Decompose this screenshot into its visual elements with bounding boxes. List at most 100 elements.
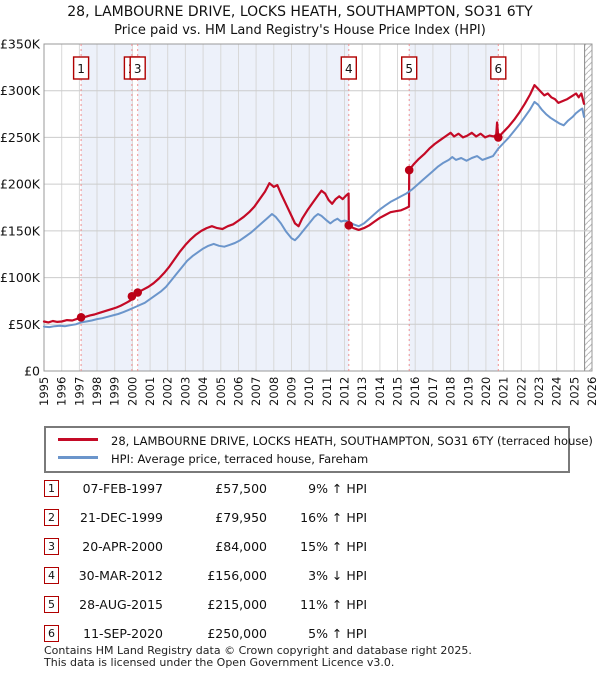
sale-marker-number: 6: [494, 62, 502, 76]
x-axis-label: 2024: [550, 377, 564, 406]
legend-label: 28, LAMBOURNE DRIVE, LOCKS HEATH, SOUTHA…: [111, 434, 593, 448]
transaction-date: 20-APR-2000: [82, 539, 163, 554]
transaction-price: £250,000: [207, 626, 267, 641]
sale-point-5: [404, 165, 414, 175]
transaction-price: £156,000: [207, 568, 267, 583]
chart-legend: 28, LAMBOURNE DRIVE, LOCKS HEATH, SOUTHA…: [44, 426, 593, 473]
legend-item: HPI: Average price, terraced house, Fare…: [46, 449, 568, 467]
x-axis-label: 2023: [532, 377, 546, 406]
x-axis-label: 2006: [232, 377, 246, 406]
legend-line-swatch: [58, 437, 98, 441]
x-axis-label: 2000: [125, 377, 139, 406]
sale-marker-number: 3: [134, 62, 142, 76]
transaction-hpi-comparison: 3% ↓ HPI: [308, 568, 367, 583]
transaction-row-1: 1 07-FEB-1997 £57,500 9% ↑ HPI: [44, 480, 384, 509]
transactions-table: 1 07-FEB-1997 £57,500 9% ↑ HPI 2 21-DEC-1999 £…: [44, 480, 384, 642]
transaction-date: 28-AUG-2015: [79, 597, 163, 612]
transaction-hpi-comparison: 16% ↑ HPI: [300, 510, 367, 525]
x-axis-label: 2014: [373, 377, 387, 406]
x-axis-label: 2019: [461, 377, 475, 406]
ownership-band: [409, 44, 499, 371]
sale-point-3: [133, 288, 142, 297]
legend-line-swatch: [58, 455, 98, 459]
transaction-number-badge: 2: [44, 509, 59, 526]
series-hpi: [43, 100, 585, 329]
x-axis-label: 2013: [355, 377, 369, 406]
y-axis-label: £150K: [0, 223, 41, 238]
transaction-row-4: 4 30-MAR-2012 £156,000 3% ↓ HPI: [44, 567, 384, 596]
transaction-number-badge: 5: [44, 596, 59, 613]
transaction-hpi-comparison: 5% ↑ HPI: [308, 626, 367, 641]
x-axis-label: 2018: [444, 377, 458, 406]
sale-marker-number: 5: [405, 62, 413, 76]
page-title: 28, LAMBOURNE DRIVE, LOCKS HEATH, SOUTHA…: [67, 4, 533, 20]
x-axis-label: 1999: [108, 377, 122, 406]
transaction-price: £215,000: [207, 597, 267, 612]
x-axis-label: 2001: [143, 377, 157, 406]
x-axis-label: 2015: [391, 377, 405, 406]
footer: Contains HM Land Registry data © Crown c…: [44, 645, 584, 668]
x-axis-label: 1997: [72, 377, 86, 406]
x-axis-label: 2009: [285, 377, 299, 406]
transaction-date: 30-MAR-2012: [78, 568, 163, 583]
x-axis-label: 2004: [196, 377, 210, 406]
x-axis-label: 2025: [567, 377, 581, 406]
transaction-price: £84,000: [215, 539, 267, 554]
ownership-band: [137, 44, 349, 371]
transaction-row-5: 5 28-AUG-2015 £215,000 11% ↑ HPI: [44, 596, 384, 625]
transaction-hpi-comparison: 9% ↑ HPI: [308, 481, 367, 496]
footer-line2: This data is licensed under the Open Gov…: [44, 655, 395, 669]
x-axis-label: 1995: [37, 377, 51, 406]
x-axis-label: 2021: [497, 377, 511, 406]
y-axis-label: £250K: [0, 130, 41, 145]
x-axis-label: 2008: [267, 377, 281, 406]
y-axis-label: £200K: [0, 177, 41, 192]
x-axis-label: 2002: [161, 377, 175, 406]
sale-marker-box-4: [340, 56, 357, 80]
sale-marker-box-6: [490, 56, 507, 80]
x-axis-label: 2010: [302, 377, 316, 406]
transaction-row-6: 6 11-SEP-2020 £250,000 5% ↑ HPI: [44, 625, 384, 654]
x-axis-label: 2026: [585, 377, 599, 406]
transaction-hpi-comparison: 11% ↑ HPI: [300, 597, 367, 612]
footer-line1: Contains HM Land Registry data © Crown c…: [44, 644, 472, 657]
x-axis-label: 2016: [408, 377, 422, 406]
sale-point-4: [344, 221, 354, 230]
y-axis-label: £350K: [0, 37, 41, 52]
page-subtitle: Price paid vs. HM Land Registry's House …: [114, 23, 486, 38]
transaction-date: 21-DEC-1999: [80, 510, 163, 525]
sale-marker-box-1: [72, 56, 90, 80]
transaction-number-badge: 1: [44, 480, 59, 497]
price-history-chart: 123456£0£50K£100K£150K£200K£250K£300K£35…: [0, 37, 599, 407]
transaction-hpi-comparison: 15% ↑ HPI: [300, 539, 367, 554]
sale-point-1: [76, 313, 86, 322]
legend-item: 28, LAMBOURNE DRIVE, LOCKS HEATH, SOUTHA…: [46, 431, 593, 449]
y-axis-label: £300K: [0, 83, 41, 98]
sale-marker-number: 4: [345, 62, 353, 76]
transaction-number-badge: 3: [44, 538, 59, 555]
y-axis-label: £50K: [8, 317, 41, 332]
transaction-price: £79,950: [215, 510, 267, 525]
x-axis-label: 2020: [479, 377, 493, 406]
x-axis-label: 2007: [249, 377, 263, 406]
title-block: 28, LAMBOURNE DRIVE, LOCKS HEATH, SOUTHA…: [0, 3, 600, 40]
transaction-date: 07-FEB-1997: [82, 481, 163, 496]
x-axis-label: 1996: [55, 377, 69, 406]
transaction-number-badge: 6: [44, 625, 59, 642]
transaction-number-badge: 4: [44, 567, 59, 584]
sale-marker-box-3: [129, 56, 146, 80]
x-axis-label: 2022: [514, 377, 528, 406]
transaction-date: 11-SEP-2020: [83, 626, 163, 641]
sale-marker-number: 1: [77, 62, 85, 76]
x-axis-label: 2012: [338, 377, 352, 406]
y-axis-label: £0: [24, 364, 40, 379]
plot-frame: [43, 43, 593, 372]
transaction-price: £57,500: [215, 481, 267, 496]
x-axis-label: 2003: [178, 377, 192, 406]
sale-marker-box-5: [401, 56, 418, 80]
future-hatch-region: [584, 44, 592, 371]
transaction-row-2: 2 21-DEC-1999 £79,950 16% ↑ HPI: [44, 509, 384, 538]
transaction-row-3: 3 20-APR-2000 £84,000 15% ↑ HPI: [44, 538, 384, 567]
x-axis-label: 2011: [320, 377, 334, 406]
legend-label: HPI: Average price, terraced house, Fare…: [111, 452, 369, 466]
